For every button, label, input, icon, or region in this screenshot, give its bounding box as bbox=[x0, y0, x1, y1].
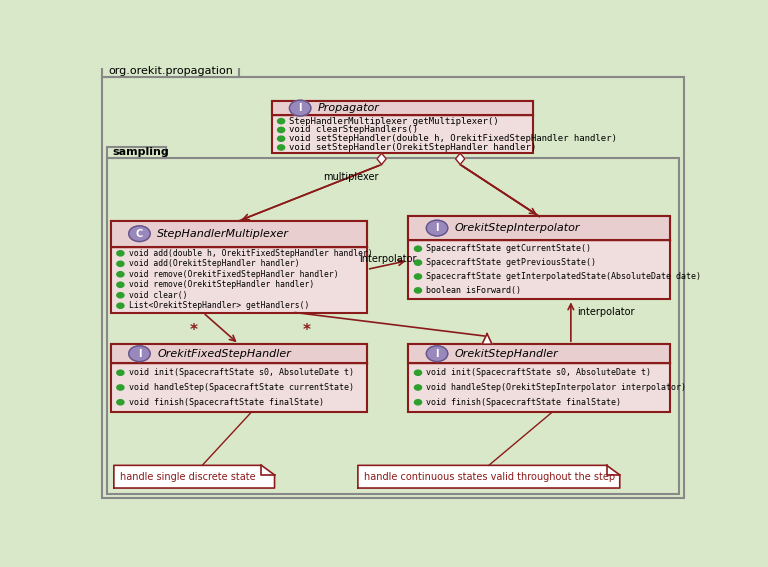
Text: void add(OrekitStepHandler handler): void add(OrekitStepHandler handler) bbox=[129, 259, 300, 268]
Text: void remove(OrekitStepHandler handler): void remove(OrekitStepHandler handler) bbox=[129, 280, 314, 289]
Circle shape bbox=[415, 274, 422, 279]
Circle shape bbox=[277, 128, 285, 133]
Circle shape bbox=[290, 100, 311, 116]
Text: void init(SpacecraftState s0, AbsoluteDate t): void init(SpacecraftState s0, AbsoluteDa… bbox=[129, 368, 354, 377]
Text: org.orekit.propagation: org.orekit.propagation bbox=[108, 66, 233, 75]
Text: void add(double h, OrekitFixedStepHandler handler): void add(double h, OrekitFixedStepHandle… bbox=[129, 249, 372, 258]
Circle shape bbox=[129, 346, 151, 362]
FancyBboxPatch shape bbox=[102, 77, 684, 498]
Text: *: * bbox=[303, 323, 311, 338]
Text: void remove(OrekitFixedStepHandler handler): void remove(OrekitFixedStepHandler handl… bbox=[129, 270, 339, 279]
Text: OrekitStepInterpolator: OrekitStepInterpolator bbox=[455, 223, 581, 233]
Circle shape bbox=[277, 136, 285, 141]
Text: StepHandlerMultiplexer getMultiplexer(): StepHandlerMultiplexer getMultiplexer() bbox=[290, 117, 499, 126]
FancyBboxPatch shape bbox=[107, 158, 680, 494]
FancyBboxPatch shape bbox=[111, 344, 367, 412]
FancyBboxPatch shape bbox=[107, 147, 166, 158]
Text: void finish(SpacecraftState finalState): void finish(SpacecraftState finalState) bbox=[129, 398, 324, 407]
Text: Propagator: Propagator bbox=[318, 103, 380, 113]
Circle shape bbox=[117, 385, 124, 390]
FancyBboxPatch shape bbox=[111, 221, 367, 312]
Text: I: I bbox=[435, 349, 439, 359]
Polygon shape bbox=[377, 153, 386, 164]
Circle shape bbox=[277, 145, 285, 150]
FancyBboxPatch shape bbox=[102, 65, 239, 77]
Text: void finish(SpacecraftState finalState): void finish(SpacecraftState finalState) bbox=[426, 398, 621, 407]
Circle shape bbox=[117, 400, 124, 405]
Polygon shape bbox=[482, 334, 492, 344]
Circle shape bbox=[117, 303, 124, 308]
Polygon shape bbox=[358, 466, 620, 488]
Text: I: I bbox=[299, 103, 302, 113]
Circle shape bbox=[117, 370, 124, 375]
Text: SpacecraftState getPreviousState(): SpacecraftState getPreviousState() bbox=[426, 258, 596, 267]
Circle shape bbox=[415, 385, 422, 390]
Text: multiplexer: multiplexer bbox=[323, 172, 379, 182]
FancyBboxPatch shape bbox=[409, 344, 670, 412]
Text: interpolator: interpolator bbox=[359, 254, 416, 264]
Text: OrekitStepHandler: OrekitStepHandler bbox=[455, 349, 558, 359]
Text: SpacecraftState getInterpolatedState(AbsoluteDate date): SpacecraftState getInterpolatedState(Abs… bbox=[426, 272, 701, 281]
FancyBboxPatch shape bbox=[409, 217, 670, 299]
Circle shape bbox=[277, 119, 285, 124]
Circle shape bbox=[426, 220, 448, 236]
FancyBboxPatch shape bbox=[409, 344, 670, 363]
Text: I: I bbox=[435, 223, 439, 233]
Text: void handleStep(OrekitStepInterpolator interpolator): void handleStep(OrekitStepInterpolator i… bbox=[426, 383, 687, 392]
Text: void handleStep(SpacecraftState currentState): void handleStep(SpacecraftState currentS… bbox=[129, 383, 354, 392]
Text: List<OrekitStepHandler> getHandlers(): List<OrekitStepHandler> getHandlers() bbox=[129, 301, 309, 310]
Circle shape bbox=[117, 282, 124, 287]
Polygon shape bbox=[114, 466, 275, 488]
FancyBboxPatch shape bbox=[409, 217, 670, 240]
Text: sampling: sampling bbox=[113, 147, 170, 157]
Circle shape bbox=[415, 400, 422, 405]
FancyBboxPatch shape bbox=[111, 344, 367, 363]
Circle shape bbox=[415, 370, 422, 375]
Circle shape bbox=[117, 293, 124, 298]
Circle shape bbox=[426, 346, 448, 362]
Text: StepHandlerMultiplexer: StepHandlerMultiplexer bbox=[157, 229, 290, 239]
Text: void clear(): void clear() bbox=[129, 291, 187, 300]
Circle shape bbox=[129, 226, 151, 242]
Text: handle continuous states valid throughout the step: handle continuous states valid throughou… bbox=[364, 472, 615, 482]
Circle shape bbox=[117, 261, 124, 266]
Circle shape bbox=[415, 246, 422, 251]
Text: void setStepHandler(double h, OrekitFixedStepHandler handler): void setStepHandler(double h, OrekitFixe… bbox=[290, 134, 617, 143]
Circle shape bbox=[117, 272, 124, 277]
Text: boolean isForward(): boolean isForward() bbox=[426, 286, 521, 295]
Text: interpolator: interpolator bbox=[577, 307, 634, 318]
FancyBboxPatch shape bbox=[272, 101, 534, 116]
Text: void clearStepHandlers(): void clearStepHandlers() bbox=[290, 125, 419, 134]
FancyBboxPatch shape bbox=[111, 221, 367, 247]
Circle shape bbox=[117, 251, 124, 256]
Text: *: * bbox=[190, 323, 198, 338]
FancyBboxPatch shape bbox=[272, 101, 534, 153]
Text: handle single discrete state: handle single discrete state bbox=[120, 472, 256, 482]
Text: C: C bbox=[136, 229, 143, 239]
Circle shape bbox=[415, 260, 422, 265]
Text: OrekitFixedStepHandler: OrekitFixedStepHandler bbox=[157, 349, 291, 359]
Circle shape bbox=[415, 288, 422, 293]
Polygon shape bbox=[455, 153, 465, 164]
Text: void init(SpacecraftState s0, AbsoluteDate t): void init(SpacecraftState s0, AbsoluteDa… bbox=[426, 368, 651, 377]
Text: I: I bbox=[137, 349, 141, 359]
Text: SpacecraftState getCurrentState(): SpacecraftState getCurrentState() bbox=[426, 244, 591, 253]
Text: void setStepHandler(OrekitStepHandler handler): void setStepHandler(OrekitStepHandler ha… bbox=[290, 143, 537, 152]
